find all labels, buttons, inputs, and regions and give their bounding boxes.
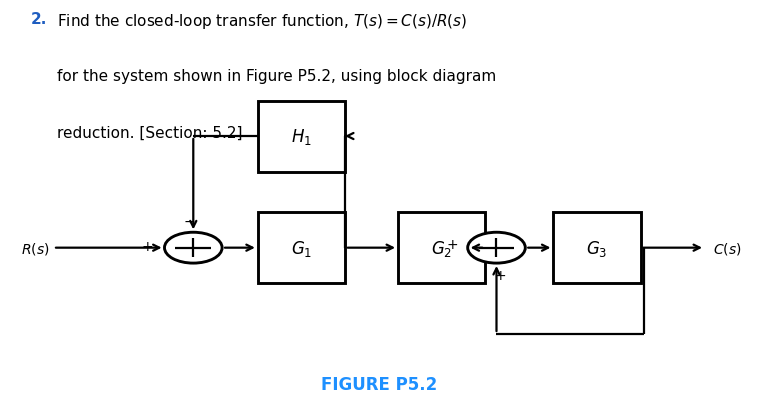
Text: $G_3$: $G_3$ — [586, 238, 608, 258]
Text: $C(s)$: $C(s)$ — [713, 240, 741, 256]
Text: $H_1$: $H_1$ — [291, 127, 312, 147]
Text: +: + — [494, 268, 506, 282]
Text: +: + — [446, 238, 458, 252]
Text: FIGURE P5.2: FIGURE P5.2 — [321, 375, 437, 393]
Text: reduction. [Section: 5.2]: reduction. [Section: 5.2] — [57, 126, 243, 141]
Text: $R(s)$: $R(s)$ — [20, 240, 49, 256]
Text: $G_2$: $G_2$ — [431, 238, 452, 258]
Bar — [258, 101, 345, 172]
Text: −: − — [183, 215, 196, 228]
Bar — [258, 213, 345, 284]
Circle shape — [164, 232, 222, 263]
Text: 2.: 2. — [30, 12, 47, 27]
Bar — [553, 213, 641, 284]
Text: $G_1$: $G_1$ — [290, 238, 312, 258]
Text: for the system shown in Figure P5.2, using block diagram: for the system shown in Figure P5.2, usi… — [57, 69, 496, 84]
Text: +: + — [142, 239, 153, 253]
Bar — [398, 213, 485, 284]
Circle shape — [468, 232, 525, 263]
Text: Find the closed-loop transfer function, $T(s) = C(s)/R(s)$: Find the closed-loop transfer function, … — [57, 12, 467, 31]
